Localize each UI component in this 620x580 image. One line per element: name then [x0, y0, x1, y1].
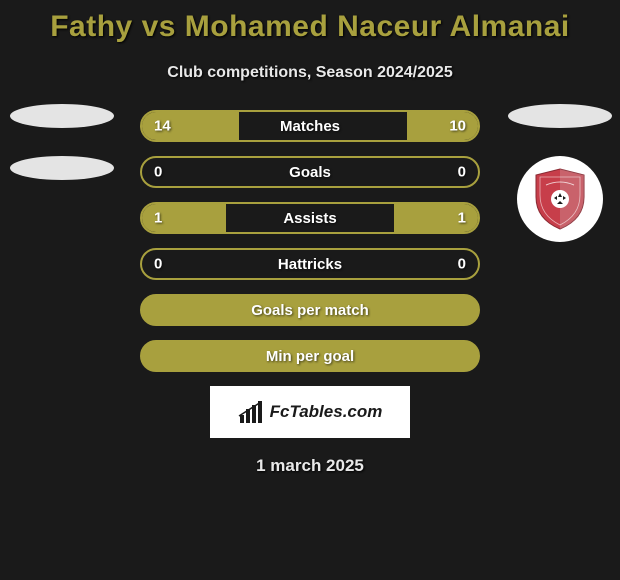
- right-player-crest: [517, 156, 603, 242]
- comparison-subtitle: Club competitions, Season 2024/2025: [0, 64, 620, 82]
- stat-fill-right: [407, 112, 478, 140]
- stat-value-right: 1: [458, 210, 466, 227]
- stat-value-right: 0: [458, 164, 466, 181]
- stat-value-left: 0: [154, 256, 162, 273]
- right-player-ellipse: [508, 104, 612, 128]
- stat-row-assists: 1 Assists 1: [140, 202, 480, 234]
- stat-value-left: 0: [154, 164, 162, 181]
- brand-bars-icon: [238, 399, 264, 425]
- stat-label: Goals: [289, 164, 331, 181]
- stat-label: Assists: [283, 210, 336, 227]
- stat-value-right: 10: [449, 118, 466, 135]
- stat-row-matches: 14 Matches 10: [140, 110, 480, 142]
- label-row-text: Goals per match: [251, 302, 369, 319]
- label-row-goals-per-match: Goals per match: [140, 294, 480, 326]
- comparison-content: 14Matches100Goals01Assists10Hattricks0Go…: [0, 110, 620, 476]
- label-row-text: Min per goal: [266, 348, 354, 365]
- left-player-ellipse-1: [10, 104, 114, 128]
- stat-value-left: 1: [154, 210, 162, 227]
- stat-value-right: 0: [458, 256, 466, 273]
- stat-label: Hattricks: [278, 256, 342, 273]
- left-player-badges: [2, 104, 122, 180]
- shield-icon: [532, 167, 588, 231]
- brand-text: FcTables.com: [270, 402, 383, 422]
- comparison-date: 1 march 2025: [0, 456, 620, 476]
- label-row-min-per-goal: Min per goal: [140, 340, 480, 372]
- left-player-ellipse-2: [10, 156, 114, 180]
- brand-box[interactable]: FcTables.com: [210, 386, 410, 438]
- stat-row-hattricks: 0 Hattricks 0: [140, 248, 480, 280]
- stat-row-goals: 0 Goals 0: [140, 156, 480, 188]
- comparison-title: Fathy vs Mohamed Naceur Almanai: [0, 0, 620, 44]
- right-player-badges: [500, 104, 620, 242]
- stat-label: Matches: [280, 118, 340, 135]
- stat-rows: 14Matches100Goals01Assists10Hattricks0Go…: [140, 110, 480, 372]
- stat-value-left: 14: [154, 118, 171, 135]
